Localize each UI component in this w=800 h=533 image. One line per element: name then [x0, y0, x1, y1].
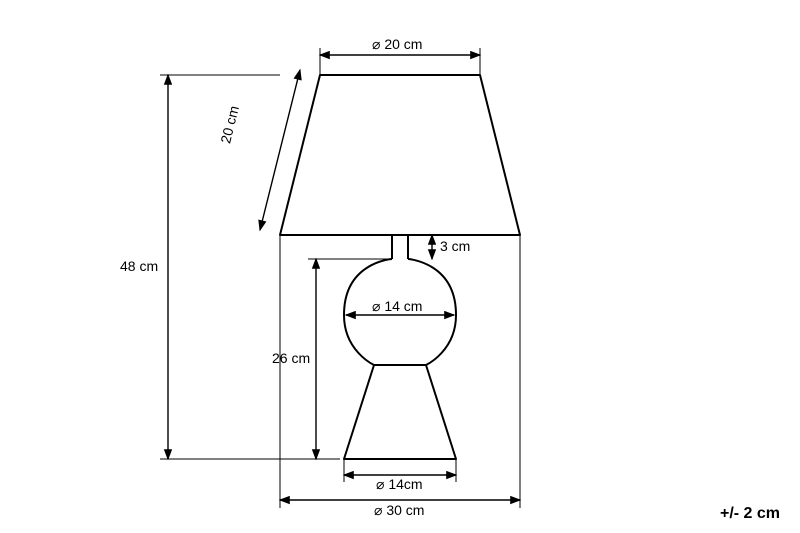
- tolerance-note: +/- 2 cm: [720, 505, 780, 523]
- label-foot-dia: ⌀ 14cm: [376, 476, 423, 493]
- label-total-height: 48 cm: [120, 258, 158, 274]
- dim-shade-slant: [260, 70, 300, 230]
- label-shade-top: ⌀ 20 cm: [372, 36, 422, 53]
- label-base-height: 26 cm: [272, 350, 310, 366]
- label-neck: 3 cm: [440, 238, 470, 254]
- dimension-diagram: 48 cm ⌀ 20 cm 20 cm 3 cm 26 cm ⌀ 14 cm ⌀…: [0, 0, 800, 533]
- label-shade-bottom: ⌀ 30 cm: [374, 502, 424, 519]
- label-bulb-dia: ⌀ 14 cm: [372, 298, 422, 315]
